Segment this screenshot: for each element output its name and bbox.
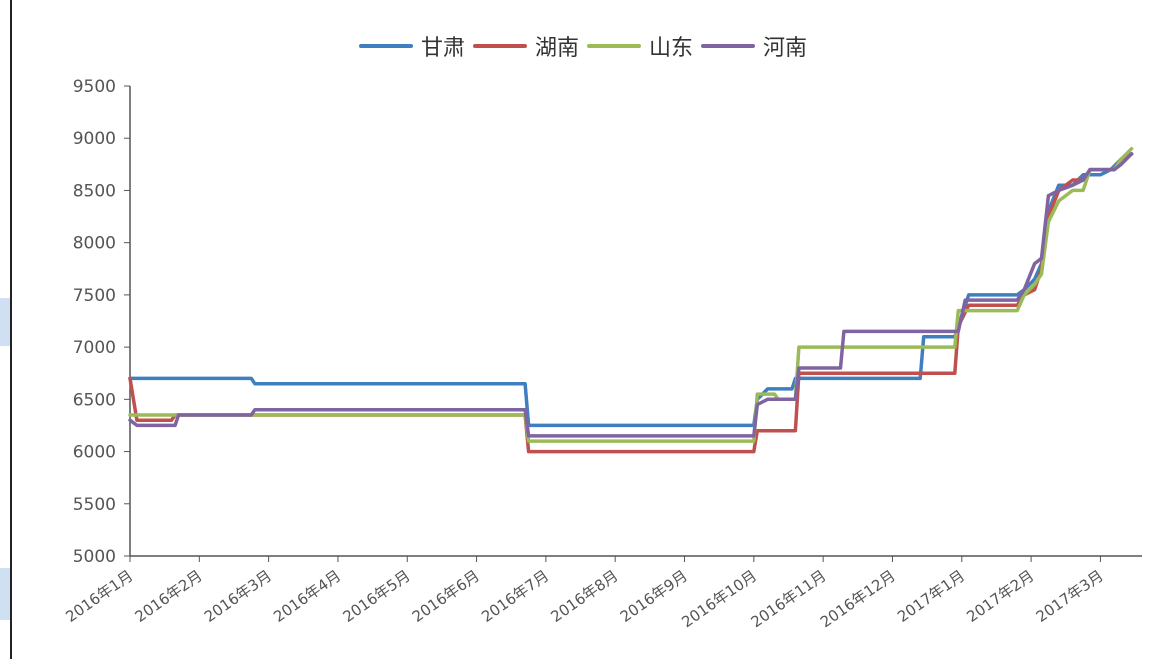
x-tick-label: 2016年1月 <box>62 567 136 626</box>
legend-label: 河南 <box>763 36 808 61</box>
x-tick-label: 2016年3月 <box>201 567 275 626</box>
x-tick-label: 2017年2月 <box>963 567 1037 626</box>
series-line <box>128 152 1134 428</box>
legend-swatch <box>701 44 756 48</box>
edge-highlight <box>0 298 10 346</box>
legend-label: 甘肃 <box>420 36 465 61</box>
x-tick-label: 2017年3月 <box>1033 567 1107 626</box>
chart-frame <box>10 0 1166 659</box>
x-tick-label: 2016年8月 <box>548 567 622 626</box>
x-tick-label: 2016年12月 <box>817 567 899 632</box>
legend-item: 甘肃 <box>358 30 465 62</box>
y-tick-label: 8000 <box>73 234 116 254</box>
legend-item: 湖南 <box>472 30 579 62</box>
y-tick-label: 9000 <box>73 129 116 149</box>
legend-swatch <box>587 44 641 48</box>
y-tick-label: 6000 <box>73 443 116 463</box>
legend: 甘肃 湖南 山东 河南 <box>0 30 1166 62</box>
x-tick-label: 2016年2月 <box>132 567 206 626</box>
legend-item: 河南 <box>701 30 807 62</box>
series-line <box>128 146 1134 443</box>
y-tick-label: 8500 <box>73 181 116 201</box>
y-tick-label: 9500 <box>73 77 116 97</box>
legend-label: 山东 <box>649 36 694 61</box>
x-tick-label: 2016年7月 <box>478 567 552 626</box>
legend-swatch <box>358 44 413 48</box>
x-tick-label: 2016年6月 <box>409 567 483 626</box>
x-tick-label: 2016年4月 <box>270 567 344 626</box>
y-tick-label: 5500 <box>73 495 116 515</box>
y-tick-label: 5000 <box>73 547 116 567</box>
legend-item: 山东 <box>587 30 693 62</box>
x-tick-label: 2016年5月 <box>340 567 414 626</box>
y-tick-label: 7000 <box>73 338 116 358</box>
series-line <box>128 152 1134 454</box>
edge-highlight <box>0 568 10 620</box>
x-tick-label: 2017年1月 <box>894 567 968 626</box>
y-tick-label: 6500 <box>73 390 116 410</box>
x-tick-label: 2016年10月 <box>678 567 760 632</box>
series-line <box>128 152 1134 438</box>
legend-swatch <box>472 44 527 48</box>
y-tick-label: 7500 <box>73 286 116 306</box>
legend-label: 湖南 <box>534 36 579 61</box>
x-tick-label: 2016年11月 <box>748 567 830 632</box>
